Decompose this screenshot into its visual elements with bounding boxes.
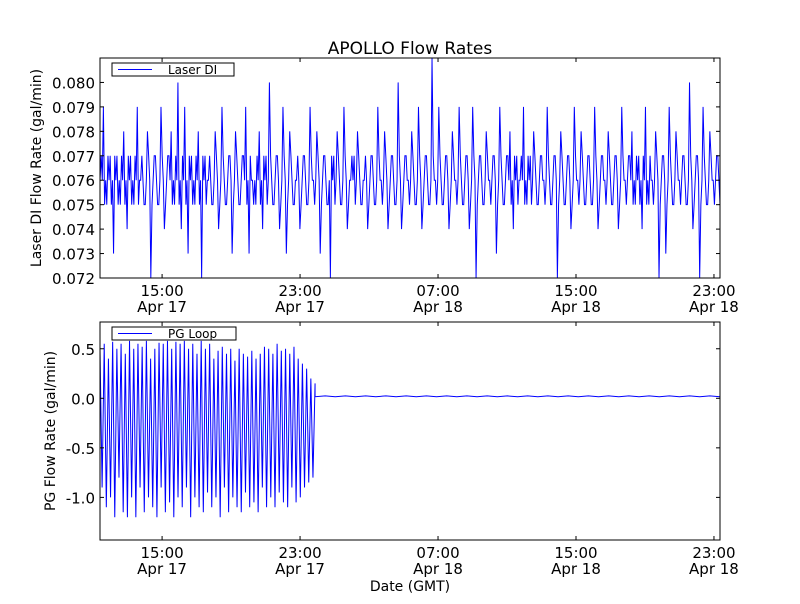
y-tick-label: 0.5 [71, 341, 95, 359]
y-tick-label: 0.076 [52, 172, 95, 190]
x-tick-label-time: 15:00 [554, 282, 597, 300]
chart-title: APOLLO Flow Rates [328, 39, 493, 59]
x-tick-label-time: 15:00 [554, 544, 597, 562]
y-tick-label: 0.080 [52, 74, 95, 92]
x-tick-label-date: Apr 17 [275, 560, 325, 578]
x-tick-label-time: 15:00 [140, 282, 183, 300]
axes-frame [99, 57, 721, 279]
x-tick-label-date: Apr 17 [275, 298, 325, 316]
y-axis-label: PG Flow Rate (gal/min) [43, 351, 59, 511]
legend: Laser DI [111, 62, 235, 77]
x-tick-label-date: Apr 18 [413, 298, 463, 316]
y-tick-label: 0.074 [52, 221, 95, 239]
y-tick-label: 0.077 [52, 148, 95, 166]
plot-area [100, 58, 720, 278]
legend-label: PG Loop [168, 327, 217, 341]
laser-di-axes: 0.072 0.073 0.074 0.075 0.076 0.077 0.078 0.079… [29, 57, 739, 316]
y-tick-label: 0.078 [52, 123, 95, 141]
y-tick-label: 0.075 [52, 197, 95, 215]
y-axis-label: Laser DI Flow Rate (gal/min) [29, 69, 45, 267]
x-tick-label-time: 15:00 [140, 544, 183, 562]
x-tick-label-time: 23:00 [278, 544, 321, 562]
series-line-pg-loop [100, 340, 720, 518]
x-tick-label-date: Apr 17 [137, 560, 187, 578]
series-line-laser-di [100, 58, 720, 278]
y-tick-label: 0.079 [52, 99, 95, 117]
x-tick-label-date: Apr 18 [551, 298, 601, 316]
x-tick-label-date: Apr 18 [413, 560, 463, 578]
y-tick-label: -0.5 [66, 440, 95, 458]
x-tick-label-date: Apr 17 [137, 298, 187, 316]
x-tick-label-date: Apr 18 [689, 298, 739, 316]
y-tick-label: 0.072 [52, 270, 95, 288]
x-tick-label-date: Apr 18 [689, 560, 739, 578]
y-tick-label: 0.073 [52, 246, 95, 264]
x-tick-label-time: 23:00 [692, 282, 735, 300]
legend-box [111, 62, 235, 77]
x-axis-label: Date (GMT) [370, 579, 450, 595]
legend-label: Laser DI [168, 63, 217, 77]
legend: PG Loop [111, 326, 237, 341]
x-tick-label-time: 07:00 [416, 544, 459, 562]
x-tick-label-time: 23:00 [278, 282, 321, 300]
legend-box [111, 326, 237, 341]
axes-frame [99, 321, 721, 541]
x-tick-label-time: 23:00 [692, 544, 735, 562]
x-tick-label-time: 07:00 [416, 282, 459, 300]
y-tick-label: 0.0 [71, 390, 95, 408]
y-tick-label: -1.0 [66, 489, 95, 507]
x-tick-label-date: Apr 18 [551, 560, 601, 578]
